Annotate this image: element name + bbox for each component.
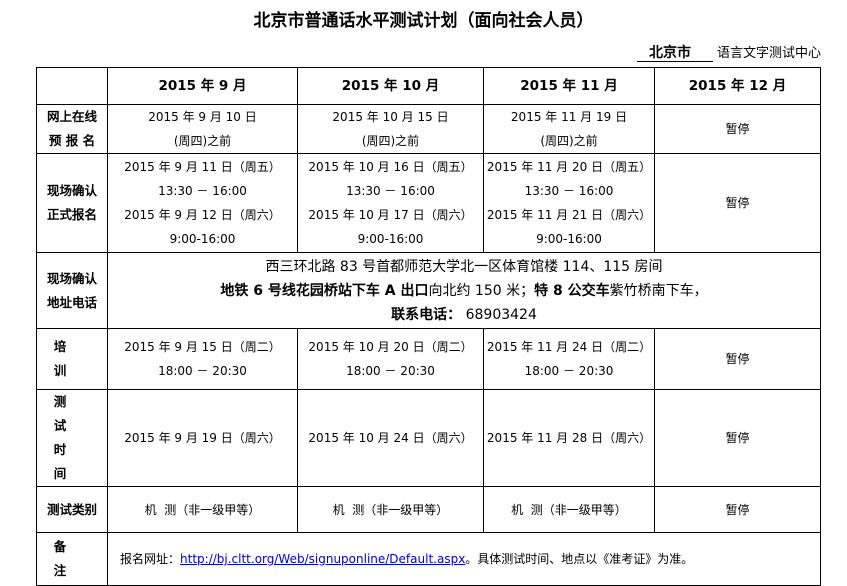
cell: 2015 年 10 月 24 日（周六） bbox=[297, 389, 484, 487]
test-time-row: 测试时间 2015 年 9 月 19 日（周六） 2015 年 10 月 24 … bbox=[36, 389, 821, 487]
cell: 2015 年 10 月 20 日（周二） 18:00 － 20:30 bbox=[297, 328, 484, 390]
time: 18:00 － 20:30 bbox=[158, 364, 247, 378]
cell: 2015 年 9 月 10 日 (周四)之前 bbox=[107, 104, 298, 154]
cell: 机 测（非一级甲等） bbox=[483, 486, 655, 533]
phone-label: 联系电话： bbox=[391, 306, 462, 323]
suspended: 暂停 bbox=[654, 328, 821, 390]
row-label: 测试类别 bbox=[36, 486, 108, 533]
phone-line: 联系电话： 68903424 bbox=[108, 303, 820, 327]
bus-stop: 紫竹桥南下车， bbox=[609, 282, 708, 299]
date: 2015 年 11 月 20 日（周五） bbox=[486, 160, 652, 174]
subway: 地铁 6 号线花园桥站下车 A 出口 bbox=[220, 282, 429, 299]
note: (周四)之前 bbox=[361, 134, 420, 148]
suspended: 暂停 bbox=[654, 389, 821, 487]
time: 13:30 － 16:00 bbox=[346, 184, 435, 198]
bus: 特 8 公交车 bbox=[534, 282, 610, 299]
header-row: 2015 年 9 月 2015 年 10 月 2015 年 11 月 2015 … bbox=[36, 67, 821, 105]
date: 2015 年 11 月 21 日（周六） bbox=[486, 208, 652, 222]
time: 9:00-16:00 bbox=[536, 232, 602, 246]
time: 13:30 － 16:00 bbox=[158, 184, 247, 198]
time: 13:30 － 16:00 bbox=[524, 184, 614, 198]
row-label: 备注 bbox=[36, 532, 108, 586]
label-line: 测试 bbox=[53, 394, 91, 433]
label-line: 时间 bbox=[53, 442, 91, 481]
date: 2015 年 11 月 19 日 bbox=[510, 110, 628, 124]
organizer: 北京市 语言文字测试中心 bbox=[636, 42, 821, 62]
training-row: 培训 2015 年 9 月 15 日（周二） 18:00 － 20:30 2015… bbox=[36, 328, 821, 390]
confirm-row: 现场确认正式报名 2015 年 9 月 11 日（周五） 13:30 － 16:0… bbox=[36, 153, 821, 253]
date: 2015 年 9 月 11 日（周五） bbox=[124, 160, 281, 174]
note: (周四)之前 bbox=[173, 134, 232, 148]
time: 18:00 － 20:30 bbox=[524, 364, 614, 378]
remark-row: 备注 报名网址：http://bj.cltt.org/Web/signuponl… bbox=[36, 532, 821, 586]
month-header: 2015 年 9 月 bbox=[107, 67, 298, 105]
note: (周四)之前 bbox=[540, 134, 598, 148]
page-title: 北京市普通话水平测试计划（面向社会人员） bbox=[253, 11, 594, 31]
schedule-table: 2015 年 9 月 2015 年 10 月 2015 年 11 月 2015 … bbox=[36, 67, 821, 586]
time: 9:00-16:00 bbox=[169, 232, 236, 246]
label-line: 预 报 名 bbox=[48, 133, 96, 148]
online-row: 网上在线预 报 名 2015 年 9 月 10 日 (周四)之前 2015 年 1… bbox=[36, 104, 821, 154]
organizer-city: 北京市 bbox=[636, 45, 713, 62]
remark-suffix: 。具体测试时间、地点以《准考证》为准。 bbox=[465, 552, 694, 566]
date: 2015 年 10 月 17 日（周六） bbox=[308, 208, 473, 222]
row-label: 网上在线预 报 名 bbox=[36, 104, 108, 154]
row-label: 培训 bbox=[36, 328, 108, 390]
row-label: 现场确认 地址电话 bbox=[36, 252, 108, 329]
address-cell: 西三环北路 83 号首都师范大学北一区体育馆楼 114、115 房间 地铁 6 … bbox=[107, 252, 821, 329]
cell: 机 测（非一级甲等） bbox=[107, 486, 298, 533]
time: 18:00 － 20:30 bbox=[346, 364, 435, 378]
row-label: 测试 时间 bbox=[36, 389, 108, 487]
cell: 2015 年 10 月 16 日（周五） 13:30 － 16:00 2015 年 … bbox=[297, 153, 484, 253]
suspended: 暂停 bbox=[654, 104, 821, 154]
organizer-center: 语言文字测试中心 bbox=[716, 46, 821, 61]
cell: 2015 年 11 月 24 日（周二） 18:00 － 20:30 bbox=[483, 328, 655, 390]
phone-number: 68903424 bbox=[465, 306, 537, 323]
cell: 2015 年 11 月 19 日 (周四)之前 bbox=[483, 104, 655, 154]
month-header: 2015 年 11 月 bbox=[483, 67, 655, 105]
cell: 机 测（非一级甲等） bbox=[297, 486, 484, 533]
cell: 2015 年 9 月 11 日（周五） 13:30 － 16:00 2015 年 9… bbox=[107, 153, 298, 253]
remark-prefix: 报名网址： bbox=[120, 552, 181, 566]
label-line: 正式报名 bbox=[46, 207, 97, 222]
corner-cell bbox=[36, 67, 108, 105]
month-header: 2015 年 12 月 bbox=[654, 67, 821, 105]
label-line: 地址电话 bbox=[46, 294, 97, 310]
date: 2015 年 10 月 16 日（周五） bbox=[308, 160, 473, 174]
date: 2015 年 9 月 10 日 bbox=[148, 110, 257, 124]
label-line: 现场确认 bbox=[46, 183, 97, 198]
cell: 2015 年 9 月 19 日（周六） bbox=[107, 389, 298, 487]
signup-link[interactable]: http://bj.cltt.org/Web/signuponline/Defa… bbox=[180, 552, 466, 566]
time: 9:00-16:00 bbox=[357, 232, 424, 246]
cell: 2015 年 11 月 28 日（周六） bbox=[483, 389, 655, 487]
date: 2015 年 9 月 12 日（周六） bbox=[124, 208, 281, 222]
label-line: 网上在线 bbox=[46, 109, 97, 124]
cell: 2015 年 9 月 15 日（周二） 18:00 － 20:30 bbox=[107, 328, 298, 390]
remark-cell: 报名网址：http://bj.cltt.org/Web/signuponline… bbox=[107, 532, 821, 586]
test-type-row: 测试类别 机 测（非一级甲等） 机 测（非一级甲等） 机 测（非一级甲等） 暂停 bbox=[36, 486, 821, 533]
cell: 2015 年 11 月 20 日（周五） 13:30 － 16:00 2015 年 … bbox=[483, 153, 655, 253]
label-line: 现场确认 bbox=[46, 270, 97, 286]
date: 2015 年 10 月 20 日（周二） bbox=[308, 340, 473, 354]
date: 2015 年 9 月 15 日（周二） bbox=[124, 340, 281, 354]
date: 2015 年 11 月 24 日（周二） bbox=[486, 340, 652, 354]
transport-line: 地铁 6 号线花园桥站下车 A 出口向北约 150 米；特 8 公交车紫竹桥南下… bbox=[108, 279, 820, 303]
month-header: 2015 年 10 月 bbox=[297, 67, 484, 105]
cell: 2015 年 10 月 15 日 (周四)之前 bbox=[297, 104, 484, 154]
suspended: 暂停 bbox=[654, 153, 821, 253]
direction: 向北约 150 米； bbox=[428, 282, 535, 299]
address-row: 现场确认地址电话 西三环北路 83 号首都师范大学北一区体育馆楼 114、115… bbox=[36, 252, 821, 329]
row-label: 现场确认 正式报名 bbox=[36, 153, 108, 253]
date: 2015 年 10 月 15 日 bbox=[332, 110, 449, 124]
suspended: 暂停 bbox=[654, 486, 821, 533]
address-line: 西三环北路 83 号首都师范大学北一区体育馆楼 114、115 房间 bbox=[265, 258, 663, 275]
